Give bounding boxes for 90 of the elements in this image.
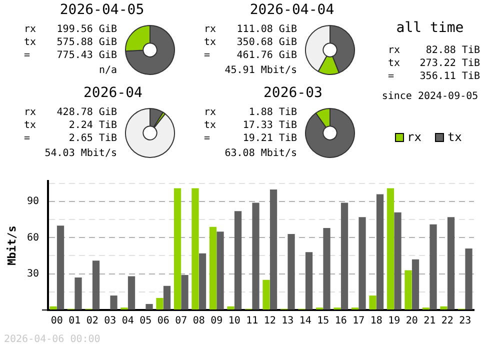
bar bbox=[209, 226, 217, 310]
bar bbox=[440, 306, 448, 310]
x-tick-label: 19 bbox=[388, 316, 400, 327]
text: tx 575.88 GiB bbox=[24, 37, 117, 48]
text: rx 111.08 GiB bbox=[204, 24, 297, 35]
bar bbox=[234, 211, 242, 310]
x-tick-label: 11 bbox=[246, 316, 258, 327]
bar bbox=[92, 260, 100, 310]
text: rx 199.56 GiB bbox=[24, 24, 117, 35]
x-tick-label: 07 bbox=[175, 316, 188, 327]
bar bbox=[56, 226, 64, 310]
y-tick-label: 30 bbox=[26, 268, 39, 280]
x-tick-label: 17 bbox=[352, 316, 365, 327]
text: rx 428.78 GiB bbox=[24, 107, 117, 118]
x-tick-label: 13 bbox=[282, 316, 294, 327]
x-tick-label: 18 bbox=[370, 316, 382, 327]
x-tick-label: 08 bbox=[192, 316, 205, 327]
bar bbox=[376, 194, 384, 310]
bar bbox=[270, 189, 278, 310]
text: since 2024-09-05 bbox=[380, 91, 480, 102]
x-tick-label: 02 bbox=[86, 316, 98, 327]
bar bbox=[146, 304, 153, 310]
bar bbox=[369, 296, 376, 310]
x-tick-label: 10 bbox=[228, 316, 240, 327]
bar bbox=[430, 224, 437, 310]
x-tick-label: 16 bbox=[334, 316, 347, 327]
x-tick-label: 15 bbox=[317, 316, 330, 327]
x-tick-label: 12 bbox=[264, 316, 276, 327]
bar bbox=[323, 228, 330, 310]
x-tick-label: 00 bbox=[50, 316, 63, 327]
text: tx 17.33 TiB bbox=[204, 120, 297, 131]
bar bbox=[340, 202, 348, 310]
text: tx 350.68 GiB bbox=[204, 37, 297, 48]
x-tick-label: 09 bbox=[210, 316, 223, 327]
bar bbox=[305, 252, 313, 310]
legend-label: tx bbox=[447, 130, 462, 144]
x-tick-label: 20 bbox=[406, 316, 418, 327]
x-tick-label: 23 bbox=[459, 316, 472, 327]
chart-title: 2026-04-04 bbox=[248, 2, 336, 18]
y-tick-label: 60 bbox=[26, 232, 39, 244]
bar bbox=[216, 232, 224, 310]
bar bbox=[465, 248, 472, 310]
x-tick-label: 01 bbox=[68, 316, 81, 327]
text: = 461.76 GiB bbox=[204, 50, 297, 61]
x-tick-label: 21 bbox=[424, 316, 436, 327]
bar bbox=[156, 298, 164, 310]
bar bbox=[174, 188, 182, 310]
y-axis-title: Mbit/s bbox=[5, 226, 18, 266]
bar bbox=[252, 202, 260, 310]
chart-title: 2026-03 bbox=[262, 85, 324, 101]
text: 63.08 Mbit/s bbox=[224, 147, 297, 160]
bar bbox=[181, 275, 188, 310]
text: = 775.43 GiB bbox=[24, 50, 117, 61]
chart-title: 2026-04-05 bbox=[58, 2, 146, 18]
x-tick-label: 04 bbox=[122, 316, 134, 327]
text: 54.03 Mbit/s bbox=[44, 147, 117, 160]
text: 45.91 Mbit/s bbox=[224, 64, 297, 77]
bar bbox=[447, 217, 455, 310]
text: = 19.21 TiB bbox=[204, 133, 297, 144]
bar bbox=[288, 234, 295, 310]
text: all time bbox=[395, 20, 465, 36]
x-tick-label: 06 bbox=[157, 316, 170, 327]
text: rx 1.88 TiB bbox=[204, 107, 297, 118]
x-tick-label: 22 bbox=[441, 316, 454, 327]
bar bbox=[412, 259, 420, 310]
bar bbox=[192, 188, 199, 310]
bar bbox=[404, 270, 412, 310]
bar bbox=[227, 306, 234, 310]
bar bbox=[386, 188, 394, 310]
bar bbox=[74, 277, 82, 310]
text: tx 273.22 TiB bbox=[388, 58, 480, 69]
text: rx 82.88 TiB bbox=[388, 45, 480, 56]
text: tx 2.24 TiB bbox=[24, 120, 117, 131]
bar bbox=[358, 217, 366, 310]
text: = 356.11 TiB bbox=[388, 71, 480, 82]
bar bbox=[394, 212, 402, 310]
x-tick-label: 05 bbox=[140, 316, 152, 327]
chart-title: 2026-04 bbox=[82, 85, 144, 101]
bar bbox=[163, 286, 171, 310]
text: = 2.65 TiB bbox=[24, 133, 117, 144]
legend-label: rx bbox=[407, 130, 422, 144]
y-tick-label: 90 bbox=[26, 196, 39, 208]
x-tick-label: 03 bbox=[104, 316, 116, 327]
bar bbox=[128, 276, 136, 310]
bar bbox=[110, 296, 118, 310]
bar bbox=[198, 253, 206, 310]
x-tick-label: 14 bbox=[299, 316, 312, 327]
bar bbox=[50, 306, 57, 310]
bar bbox=[262, 280, 270, 310]
text: n/a bbox=[98, 64, 117, 77]
